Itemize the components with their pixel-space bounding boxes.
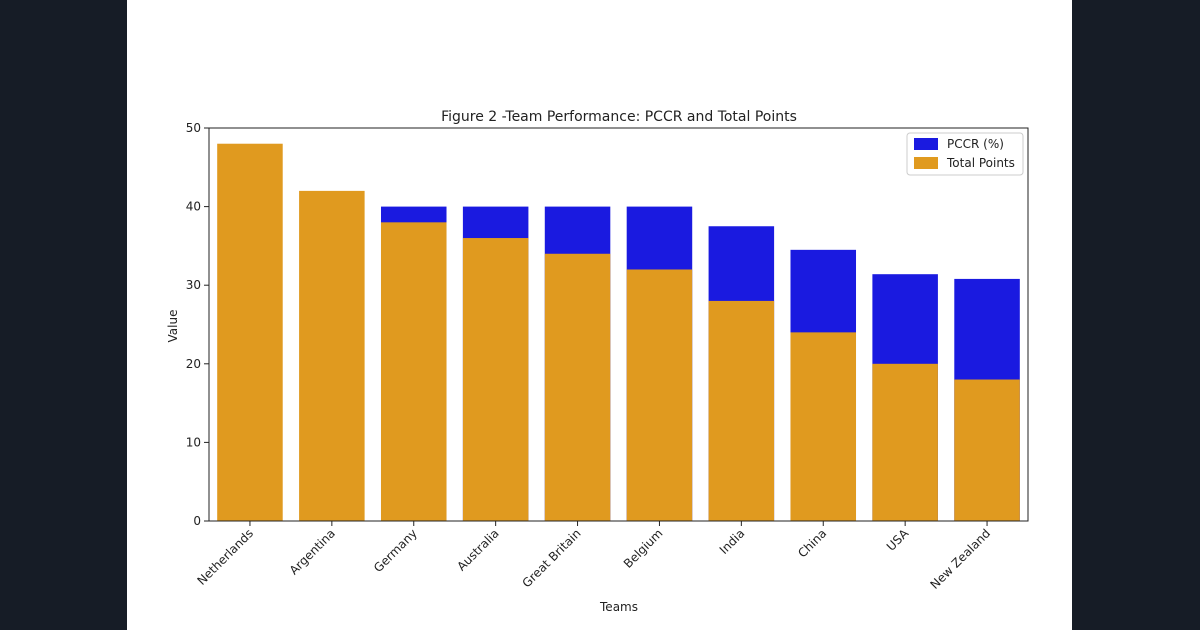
bar-total-points-netherlands [217,143,283,521]
legend: PCCR (%) Total Points [906,132,1024,176]
figure-panel: Figure 2 -Team Performance: PCCR and Tot… [127,0,1072,630]
legend-label-pccr: PCCR (%) [947,137,1004,151]
x-axis-label: Teams [599,600,638,614]
x-tick-label-great-britain: Great Britain [520,526,584,590]
bar-total-points-belgium [626,269,693,521]
x-tick-label-china: China [795,526,829,560]
bar-chart: Figure 2 -Team Performance: PCCR and Tot… [166,109,1029,614]
chart-title: Figure 2 -Team Performance: PCCR and Tot… [441,109,797,125]
y-axis-label: Value [166,310,180,343]
y-tick-label: 20 [186,357,201,371]
x-tick-label-india: India [717,526,748,557]
x-tick-label-usa: USA [884,526,912,554]
bar-total-points-australia [462,238,529,522]
legend-swatch-pccr [914,138,938,150]
x-tick-label-belgium: Belgium [621,526,666,571]
bar-total-points-new-zealand [954,379,1020,521]
bar-total-points-china [790,332,857,521]
x-tick-label-argentina: Argentina [287,526,338,577]
plot-frame [208,127,1029,522]
x-tick-label-netherlands: Netherlands [194,526,256,588]
x-tick-label-australia: Australia [454,526,501,573]
y-tick-label: 40 [186,200,201,214]
y-tick-label: 50 [186,121,201,135]
x-tick-label-new-zealand: New Zealand [928,526,994,592]
y-tick-label: 10 [186,435,201,449]
bar-total-points-germany [380,222,447,521]
y-tick-label: 30 [186,278,201,292]
bar-total-points-great-britain [544,253,611,521]
x-tick-label-germany: Germany [371,526,420,575]
bar-total-points-argentina [299,190,365,521]
bar-total-points-usa [872,363,938,521]
legend-swatch-total-points [914,157,938,169]
y-tick-label: 0 [193,514,201,528]
legend-label-total-points: Total Points [946,156,1015,170]
bar-total-points-india [708,300,775,521]
